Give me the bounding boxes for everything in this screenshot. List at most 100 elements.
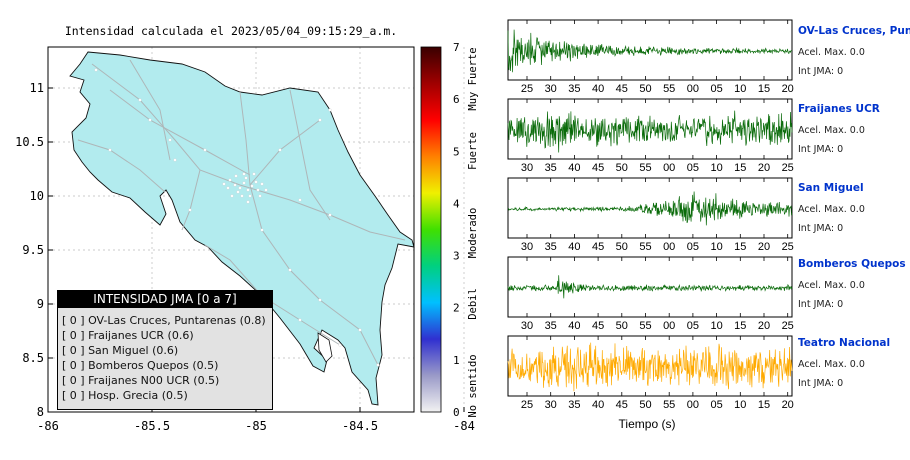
waveform-trace [507,342,793,392]
intensity-colorbar [420,46,442,413]
lon-tick-label: -84.5 [342,419,378,433]
time-tick-label: 20 [758,162,770,174]
station-marker [318,298,322,302]
lat-tick-label: 8.5 [22,351,44,365]
colorbar-tick-label: 7 [453,41,460,54]
legend-item: [ 0 ] OV-Las Cruces, Puntarenas (0.8) [62,314,266,327]
time-tick-label: 00 [663,162,675,174]
time-tick-label: 55 [639,320,651,332]
station-marker [234,174,238,178]
station-marker [203,148,207,152]
time-tick-label: 00 [687,83,699,95]
map-road [109,89,251,176]
station-marker [260,228,264,232]
station-marker [328,108,332,112]
station-marker [236,190,240,194]
station-marker [188,208,192,212]
colorbar-tick-label: 6 [453,93,460,106]
lat-tick-label: 8 [37,405,44,419]
time-tick-label: 55 [663,399,675,411]
lat-tick-label: 11 [30,81,44,95]
time-tick-label: 00 [663,320,675,332]
time-tick-label: 55 [639,241,651,253]
time-tick-label: 10 [734,83,746,95]
lon-tick-label: -85.5 [134,419,170,433]
station-marker [233,183,237,187]
station-name: OV-Las Cruces, Puntar [798,25,910,37]
time-tick-label: 20 [758,241,770,253]
time-tick-label: 10 [710,320,722,332]
station-name: San Miguel [798,182,864,194]
time-tick-label: 20 [782,399,794,411]
time-tick-label: 45 [592,241,604,253]
lon-tick-label: -85 [245,419,267,433]
colorbar-tick-label: 4 [453,197,460,210]
station-name: Fraijanes UCR [798,103,880,115]
time-tick-label: 30 [521,162,533,174]
station-marker [264,188,268,192]
lat-tick-label: 9.5 [22,243,44,257]
map-road [77,139,166,193]
station-jma: Int JMA: 0 [798,66,844,77]
station-marker [328,213,332,217]
time-tick-label: 45 [616,399,628,411]
seismogram-panel: 30 35 40 45 50 55 00 05 10 15 20 25 [507,98,794,174]
time-tick-label: 10 [734,399,746,411]
station-marker [242,181,246,185]
station-accel: Acel. Max. 0.0 [798,204,865,215]
legend-item: [ 0 ] Hosp. Grecia (0.5) [62,389,188,402]
station-marker [222,182,226,186]
station-marker [230,194,234,198]
map-frame [47,46,415,413]
station-marker [228,178,232,182]
time-tick-label: 35 [545,162,557,174]
legend-item: [ 0 ] Fraijanes N00 UCR (0.5) [62,374,220,387]
station-marker [138,98,142,102]
costa-rica-land [69,51,415,406]
station-marker [226,186,230,190]
seismogram-frame [507,98,793,160]
waveform-trace [507,110,793,153]
station-marker [298,198,302,202]
time-tick-label: 50 [616,162,628,174]
time-tick-label: 10 [710,162,722,174]
waveform-trace [507,191,793,226]
station-marker [376,363,380,367]
lon-tick-label: -86 [37,419,59,433]
time-tick-label: 55 [639,162,651,174]
colorbar-category-label: Moderado [467,208,479,259]
map-title: Intensidad calculada el 2023/05/04_09:15… [65,24,397,38]
lat-tick-label: 10.5 [15,135,44,149]
station-accel: Acel. Max. 0.0 [798,280,865,291]
legend-item: [ 0 ] Bomberos Quepos (0.5) [62,359,219,372]
time-tick-label: 25 [782,320,794,332]
legend-title: INTENSIDAD JMA [0 a 7] [58,291,272,308]
time-tick-label: 25 [521,83,533,95]
station-marker [288,268,292,272]
time-tick-label: 50 [616,320,628,332]
time-tick-label: 50 [639,399,651,411]
seismogram-panel: 30 35 40 45 50 55 00 05 10 15 20 25 [507,177,794,253]
station-marker [148,118,152,122]
time-tick-label: 45 [592,320,604,332]
time-tick-label: 30 [545,83,557,95]
station-marker [318,118,322,122]
golfo-dulce [317,332,333,363]
map-road [129,59,171,161]
station-accel: Acel. Max. 0.0 [798,125,865,136]
station-marker [338,343,342,347]
waveform-trace [507,29,793,73]
time-tick-label: 05 [710,399,722,411]
station-marker [256,188,260,192]
colorbar-category-label: No sentido [467,354,479,417]
time-tick-label: 40 [568,320,580,332]
station-marker [173,158,177,162]
time-tick-label: 15 [734,320,746,332]
time-tick-label: 00 [663,241,675,253]
intensity-legend: INTENSIDAD JMA [0 a 7] [ 0 ] OV-Las Cruc… [57,290,273,410]
time-tick-label: 30 [545,399,557,411]
station-marker [298,318,302,322]
lat-tick-label: 9 [37,297,44,311]
lat-tick-label: 10 [30,189,44,203]
